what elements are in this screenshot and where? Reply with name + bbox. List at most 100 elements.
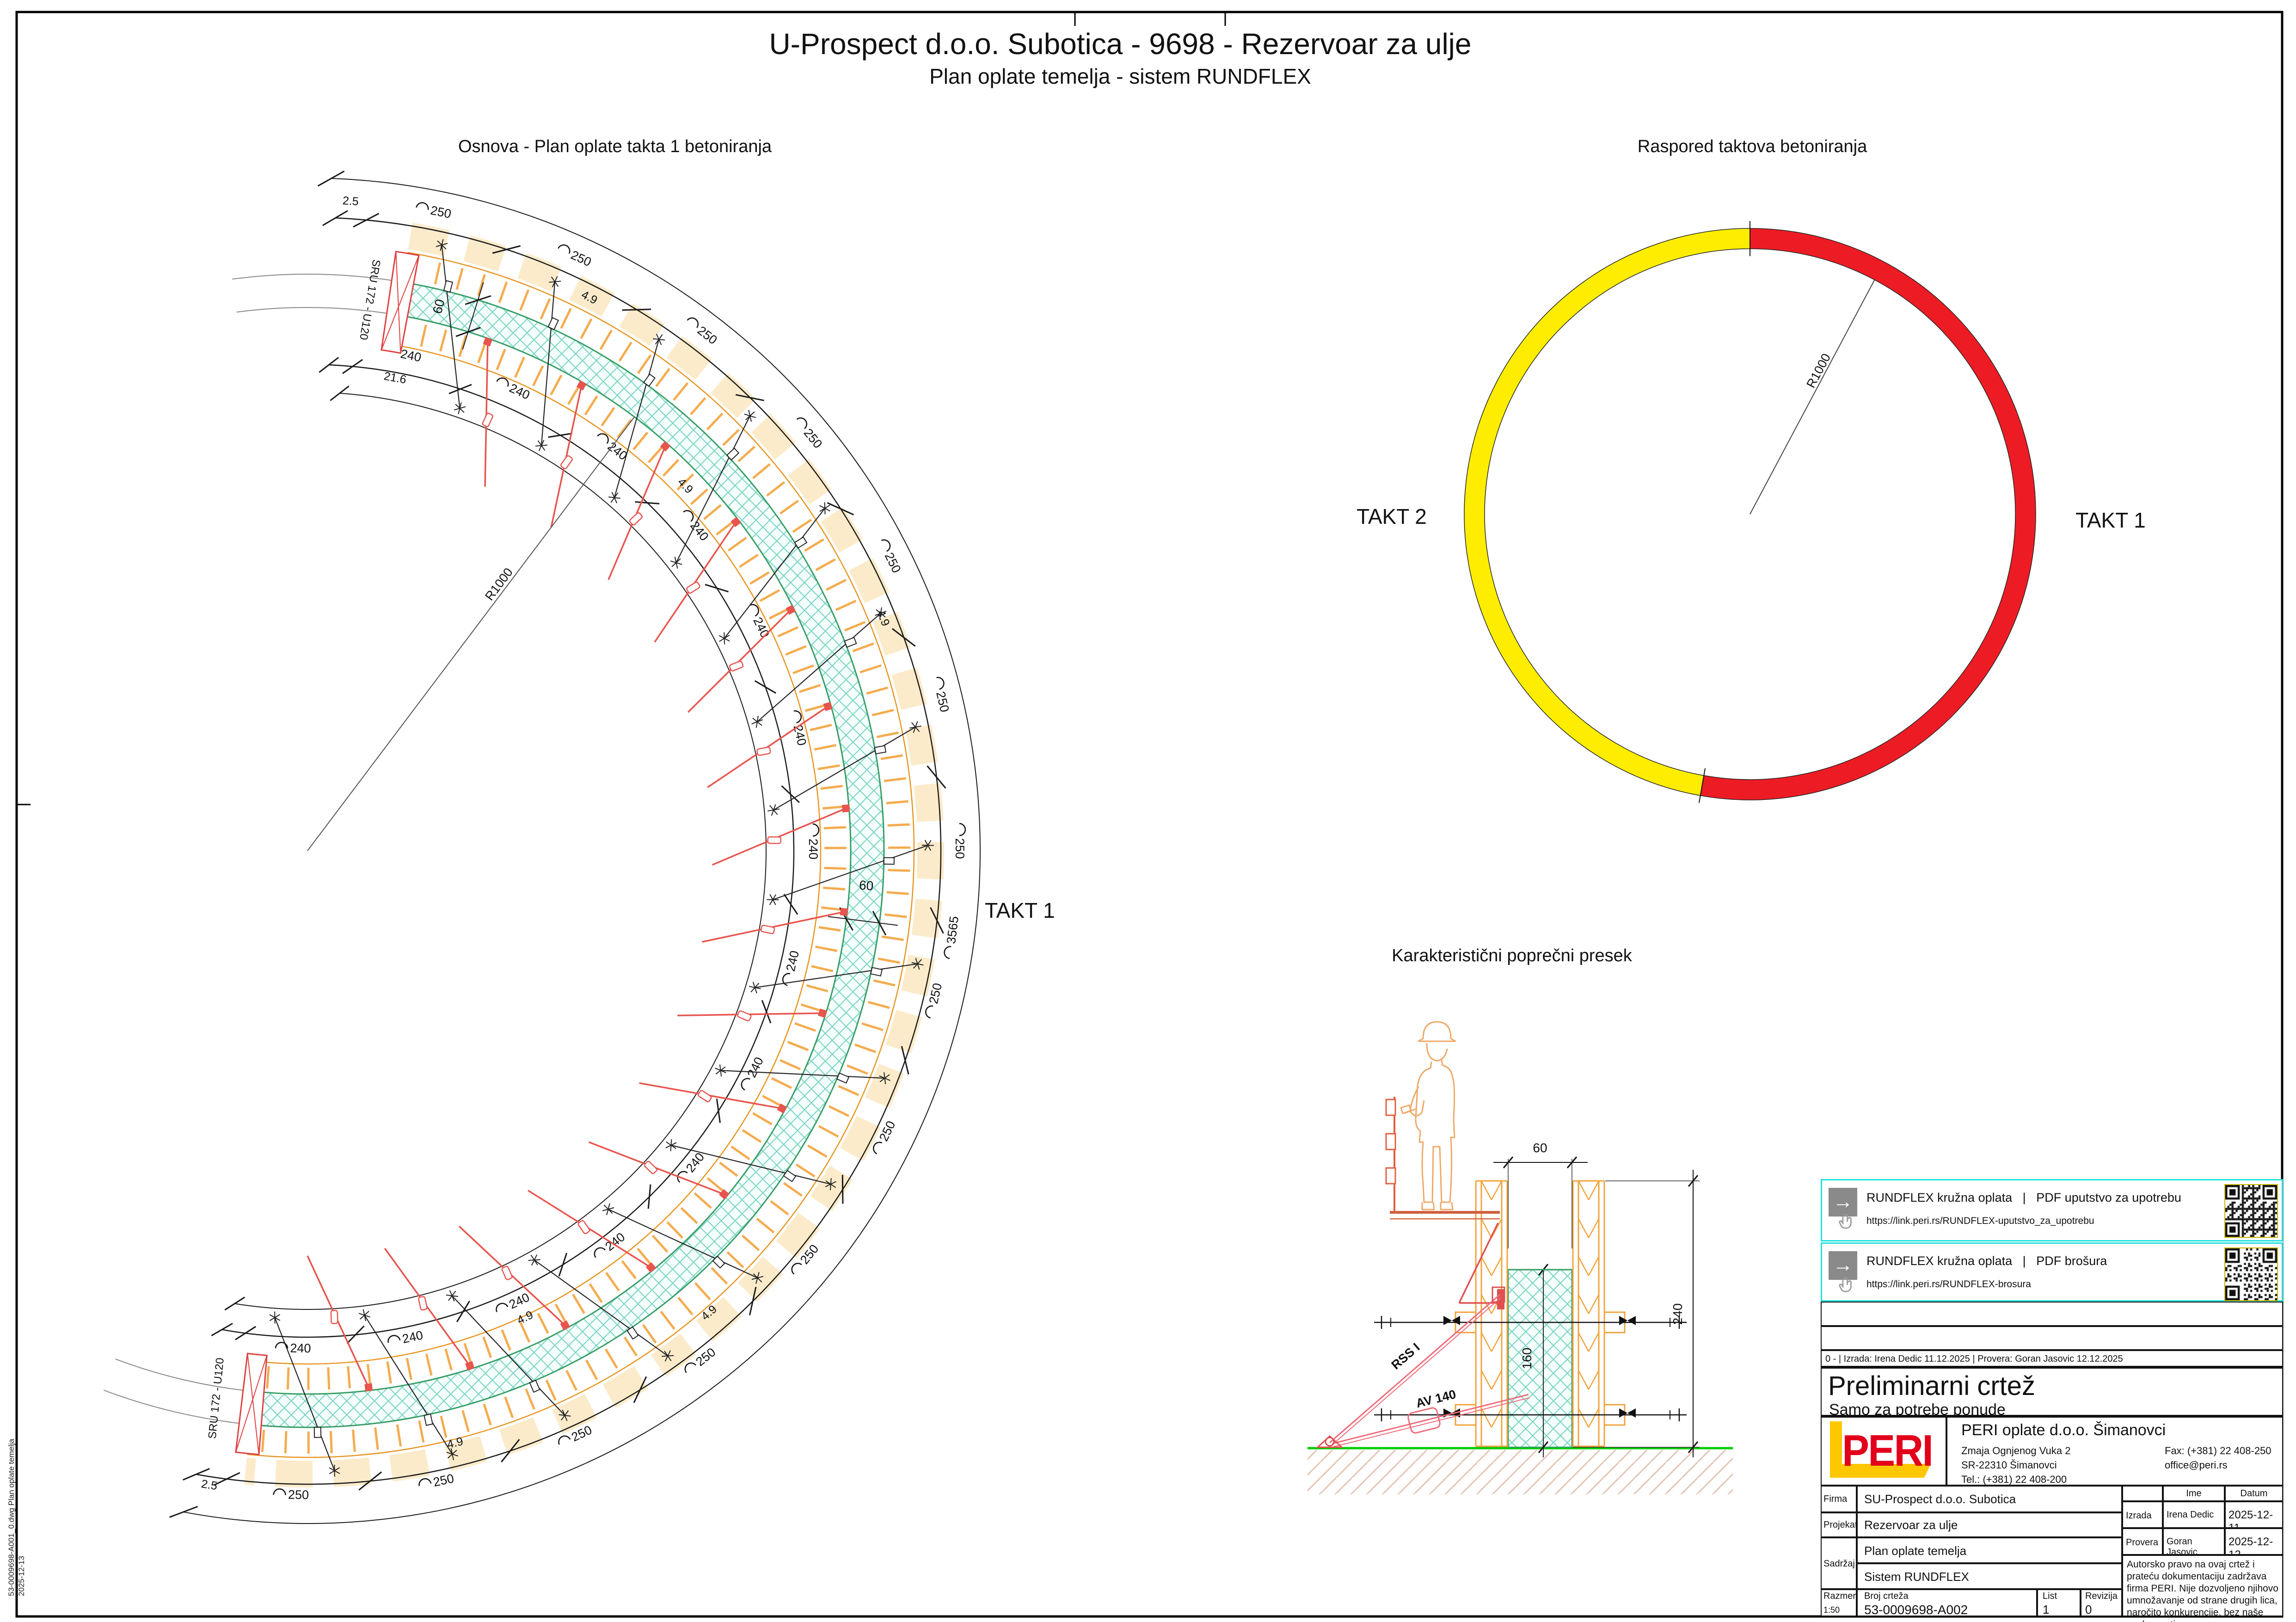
dim-label: 250: [429, 203, 452, 221]
provera-date: 2025-12-12: [2225, 1528, 2283, 1561]
dim-label: 250: [288, 1488, 309, 1502]
separator: |: [2022, 1191, 2026, 1204]
status-subtitle: Samo za potrebe ponude: [1829, 1401, 2006, 1419]
peri-logo: PERI: [1830, 1421, 1934, 1478]
qr-panel-product: RUNDFLEX kružna oplata: [1866, 1191, 2013, 1204]
dim-label: 250: [693, 1345, 718, 1369]
dim-label: 250: [695, 323, 720, 347]
qr-panel-title: RUNDFLEX kružna oplata | PDF brošura: [1866, 1254, 2107, 1268]
razmera-cell: Razmera 1:50: [1821, 1589, 1861, 1616]
list-cell: List 1: [2037, 1589, 2081, 1616]
dim-label: SRU 172 - U120: [206, 1357, 227, 1439]
dim-label: 250: [432, 1471, 455, 1489]
dim-label: 240: [784, 949, 802, 973]
dim-label: 240: [750, 615, 772, 640]
page-subtitle: Plan oplate temelja - sistem RUNDFLEX: [929, 64, 1311, 88]
plan-view-drawing: 250 240 250 240 250 240 250 240 250 240 250 240 250 2…: [103, 170, 981, 1524]
firma-value: SU-Prospect d.o.o. Subotica: [1857, 1486, 2122, 1512]
provera-label: Provera: [2122, 1528, 2163, 1555]
status-title: Preliminarni crtež: [1828, 1371, 2035, 1401]
approvals-corner: [2122, 1486, 2163, 1501]
dim-label: R1000: [1804, 351, 1833, 390]
click-hand-icon: [1839, 1214, 1852, 1229]
company-email[interactable]: office@peri.rs: [2165, 1459, 2228, 1471]
dim-label: 240: [791, 724, 809, 747]
pour-sequence-diagram: R1000: [1464, 221, 2036, 803]
provera-name: Goran Jasovic: [2163, 1528, 2225, 1557]
copyright-notice: Autorsko pravo na ovaj crtež i prateću d…: [2122, 1555, 2283, 1622]
company-address2: SR-22310 Šimanovci: [1961, 1459, 2057, 1471]
dim-label: 250: [933, 690, 952, 713]
dim-label: 250: [801, 426, 825, 451]
list-value: 1: [2043, 1603, 2050, 1616]
dim-label: 60: [859, 878, 874, 893]
cross-section-drawing: RSS I AV 140 60 240 160: [1308, 1021, 1733, 1494]
arrow-icon: →: [1829, 1251, 1857, 1280]
dim-label: 250: [953, 838, 967, 859]
company-phone: Tel.: (+381) 22 408-200: [1961, 1474, 2067, 1485]
dim-label: 240: [1670, 1303, 1685, 1325]
qr-panel-title: RUNDFLEX kružna oplata | PDF uputstvo za…: [1866, 1191, 2181, 1205]
qr-panel-url[interactable]: https://link.peri.rs/RUNDFLEX-uputstvo_z…: [1866, 1216, 2094, 1226]
dim-label: 60: [1533, 1141, 1547, 1155]
qr-link-panel-brochure[interactable]: → RUNDFLEX kružna oplata | PDF brošura h…: [1821, 1242, 2283, 1302]
dim-label: 240: [688, 519, 712, 544]
margin-file-info: 53-0009698-A001_0.dwg Plan oplate temelj…: [6, 1439, 27, 1596]
izrada-label: Izrada: [2122, 1501, 2163, 1528]
qr-panel-url[interactable]: https://link.peri.rs/RUNDFLEX-brosura: [1866, 1279, 2031, 1290]
arrow-icon: →: [1829, 1188, 1857, 1216]
page-title: U-Prospect d.o.o. Subotica - 9698 - Reze…: [769, 27, 1472, 61]
razmera-value: 1:50: [1823, 1605, 1840, 1615]
svg-text:PERI: PERI: [1842, 1426, 1932, 1475]
broj-crteza-value: 53-0009698-A002: [1864, 1603, 1968, 1617]
peri-logo-cell: PERI: [1821, 1417, 1946, 1486]
projekat-value: Rezervoar za ulje: [1857, 1512, 2122, 1537]
dim-label: 240: [806, 839, 820, 860]
margin-file-date: 2025-12-13: [17, 1556, 26, 1596]
dim-label: 4.9: [675, 476, 695, 496]
firma-label: Firma: [1821, 1486, 1857, 1512]
dim-label: AV 140: [1414, 1387, 1457, 1410]
dim-label: RSS I: [1389, 1340, 1423, 1372]
key-takt2-label: TAKT 2: [1357, 504, 1427, 528]
dim-label: 250: [569, 248, 593, 269]
company-address1: Zmaja Ognjenog Vuka 2: [1961, 1445, 2071, 1456]
worker-figure: [1400, 1021, 1456, 1210]
revizija-value: 0: [2085, 1603, 2092, 1616]
section-heading: Karakteristični poprečni presek: [1392, 946, 1632, 965]
company-info-cell: PERI oplate d.o.o. Šimanovci Zmaja Ognje…: [1946, 1417, 2283, 1486]
dim-label: 2.5: [342, 194, 359, 208]
revizija-cell: Revizija 0: [2081, 1589, 2122, 1616]
title-block: → RUNDFLEX kružna oplata | PDF uputstvo …: [1821, 1179, 2283, 1622]
qr-panel-doctype: PDF brošura: [2036, 1254, 2107, 1268]
dim-label: 240: [507, 381, 532, 402]
margin-file-name: 53-0009698-A001_0.dwg Plan oplate temelj…: [7, 1438, 16, 1596]
qr-code: [2224, 1247, 2278, 1301]
empty-row: [1821, 1302, 2283, 1326]
broj-crteza-cell: Broj crteža 53-0009698-A002: [1857, 1589, 2037, 1617]
izrada-name: Irena Dedic: [2163, 1501, 2225, 1528]
sheet-border: [15, 11, 2284, 1618]
key-diagram-heading: Raspored taktova betoniranja: [1637, 137, 1867, 156]
dim-label: 240: [401, 1328, 424, 1346]
qr-link-panel-manual[interactable]: → RUNDFLEX kružna oplata | PDF uputstvo …: [1821, 1179, 2283, 1241]
qr-code: [2224, 1184, 2278, 1238]
projekat-label: Projekat: [1821, 1512, 1857, 1537]
drawing-status-box: Preliminarni crtež Samo za potrebe ponud…: [1821, 1367, 2283, 1419]
company-fax: Fax: (+381) 22 408-250: [2165, 1445, 2271, 1456]
qr-panel-doctype: PDF uputstvo za upotrebu: [2036, 1191, 2181, 1204]
datum-header: Datum: [2225, 1486, 2283, 1501]
sadrzaj-value-2: Sistem RUNDFLEX: [1857, 1563, 2122, 1589]
dim-label: 160: [1520, 1348, 1534, 1370]
dim-label: 240: [507, 1290, 532, 1311]
company-name: PERI oplate d.o.o. Šimanovci: [1961, 1421, 2166, 1439]
dim-label: 240: [290, 1341, 311, 1356]
revision-history-row: 0 - | Izrada: Irena Dedic 11.12.2025 | P…: [1821, 1350, 2283, 1367]
dim-label: 21.6: [383, 369, 407, 386]
click-hand-icon: [1839, 1277, 1852, 1292]
izrada-date: 2025-12-11: [2225, 1501, 2283, 1534]
dim-label: SRU 172 - U120: [357, 258, 383, 341]
sadrzaj-label: Sadržaj: [1821, 1537, 1857, 1589]
